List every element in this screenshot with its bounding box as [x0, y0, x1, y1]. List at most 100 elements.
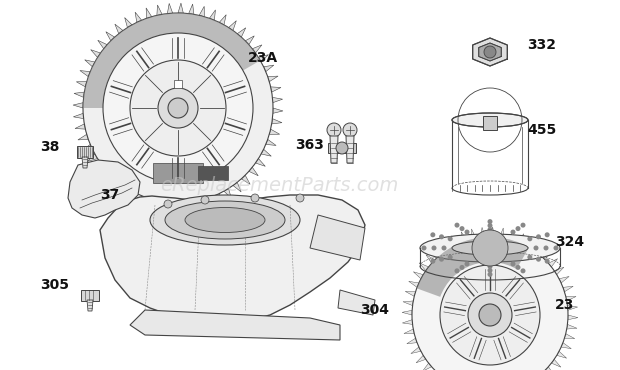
Polygon shape — [110, 179, 119, 188]
Polygon shape — [94, 163, 104, 171]
Circle shape — [439, 234, 444, 239]
Ellipse shape — [452, 113, 528, 127]
Circle shape — [554, 246, 559, 250]
Polygon shape — [75, 124, 86, 129]
Polygon shape — [194, 201, 199, 211]
Circle shape — [487, 264, 492, 269]
Circle shape — [484, 46, 496, 58]
Polygon shape — [245, 36, 254, 45]
Polygon shape — [548, 259, 557, 267]
Text: 37: 37 — [100, 188, 119, 202]
Circle shape — [327, 123, 341, 137]
Polygon shape — [100, 195, 365, 323]
Polygon shape — [167, 3, 173, 14]
Circle shape — [521, 223, 526, 228]
Circle shape — [432, 246, 436, 250]
Circle shape — [464, 229, 469, 235]
Polygon shape — [442, 241, 450, 251]
Text: 305: 305 — [40, 278, 69, 292]
Polygon shape — [115, 24, 123, 34]
Circle shape — [430, 232, 435, 237]
Polygon shape — [188, 4, 194, 14]
Bar — [483, 116, 497, 130]
Polygon shape — [272, 97, 283, 102]
Polygon shape — [270, 87, 281, 92]
Circle shape — [479, 304, 501, 326]
Circle shape — [412, 237, 568, 370]
Circle shape — [448, 255, 453, 260]
Circle shape — [528, 255, 533, 260]
Polygon shape — [526, 238, 533, 248]
Polygon shape — [426, 255, 435, 263]
Polygon shape — [146, 8, 152, 18]
Circle shape — [487, 227, 492, 232]
Polygon shape — [402, 320, 412, 324]
Polygon shape — [551, 359, 561, 367]
Polygon shape — [403, 301, 414, 306]
Text: 324: 324 — [555, 235, 584, 249]
Polygon shape — [224, 188, 231, 198]
Circle shape — [521, 268, 526, 273]
Text: 455: 455 — [527, 123, 556, 137]
Text: 332: 332 — [527, 38, 556, 52]
Polygon shape — [76, 82, 87, 87]
Polygon shape — [78, 134, 88, 140]
Polygon shape — [210, 10, 215, 20]
Wedge shape — [83, 13, 260, 108]
Polygon shape — [416, 355, 426, 363]
Polygon shape — [106, 32, 115, 41]
Polygon shape — [68, 160, 140, 218]
Polygon shape — [480, 227, 485, 238]
Circle shape — [251, 194, 259, 202]
Polygon shape — [152, 199, 157, 210]
Circle shape — [459, 265, 464, 270]
Polygon shape — [102, 171, 111, 180]
Polygon shape — [554, 267, 564, 275]
Circle shape — [430, 259, 435, 264]
Polygon shape — [268, 76, 278, 82]
Text: 304: 304 — [360, 303, 389, 317]
Polygon shape — [249, 167, 258, 176]
Polygon shape — [215, 194, 221, 204]
Text: 23: 23 — [555, 298, 574, 312]
Polygon shape — [174, 80, 182, 88]
Circle shape — [464, 262, 469, 266]
Polygon shape — [404, 329, 414, 334]
Ellipse shape — [150, 195, 300, 245]
Circle shape — [472, 230, 508, 266]
Polygon shape — [557, 351, 567, 358]
Polygon shape — [545, 367, 554, 370]
Circle shape — [440, 265, 540, 365]
Circle shape — [422, 246, 427, 250]
Polygon shape — [229, 21, 236, 30]
Circle shape — [510, 229, 515, 235]
Polygon shape — [199, 6, 205, 17]
Bar — [81, 290, 99, 301]
Polygon shape — [563, 286, 573, 292]
Polygon shape — [419, 263, 428, 271]
Circle shape — [448, 236, 453, 241]
Polygon shape — [567, 306, 578, 310]
Circle shape — [487, 268, 492, 273]
Polygon shape — [451, 236, 458, 246]
Polygon shape — [338, 290, 375, 315]
Circle shape — [103, 33, 253, 183]
Text: 38: 38 — [40, 140, 60, 154]
Polygon shape — [241, 175, 250, 184]
Circle shape — [515, 265, 521, 270]
Circle shape — [158, 88, 198, 128]
Circle shape — [83, 13, 273, 203]
Text: 23A: 23A — [248, 51, 278, 65]
Polygon shape — [479, 43, 501, 61]
Polygon shape — [237, 28, 246, 37]
Polygon shape — [508, 230, 513, 240]
Circle shape — [544, 259, 550, 264]
Polygon shape — [74, 92, 84, 97]
Circle shape — [515, 226, 521, 231]
Polygon shape — [422, 363, 432, 370]
Circle shape — [168, 98, 188, 118]
Circle shape — [536, 257, 541, 262]
Polygon shape — [405, 291, 415, 296]
Polygon shape — [402, 310, 412, 315]
Polygon shape — [73, 102, 83, 108]
